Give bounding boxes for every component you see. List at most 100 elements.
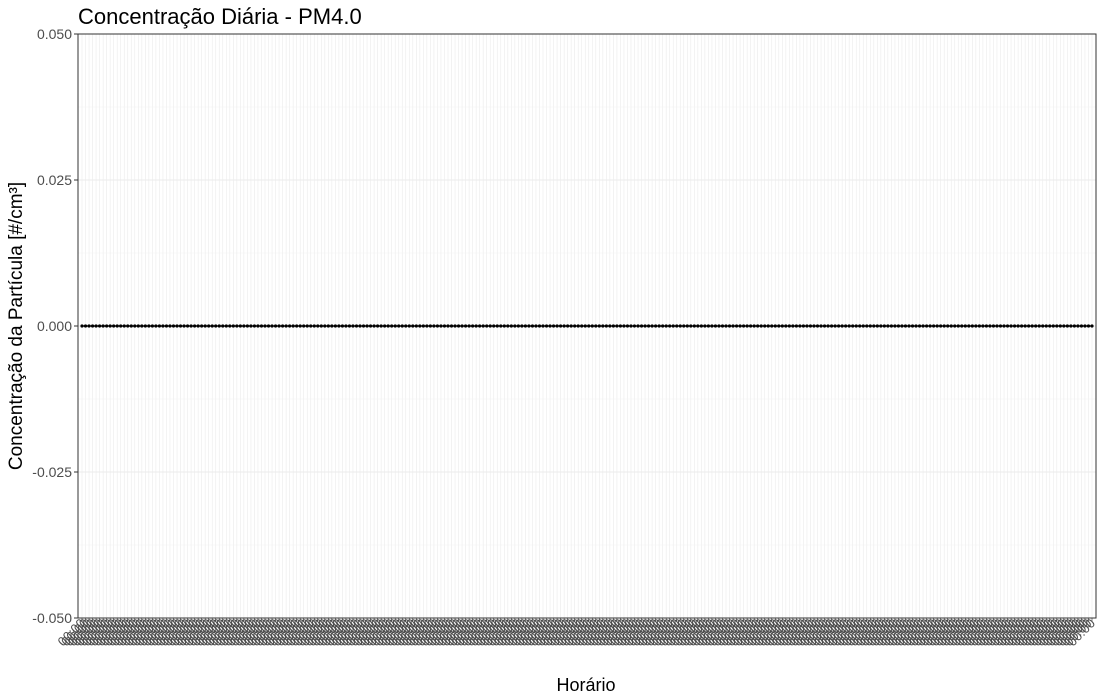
data-point: [126, 324, 130, 328]
data-point: [970, 324, 974, 328]
y-tick-label: 0.025: [37, 172, 72, 188]
data-point: [773, 324, 777, 328]
data-point: [576, 324, 580, 328]
data-point: [967, 324, 971, 328]
data-point: [837, 324, 841, 328]
data-point: [544, 324, 549, 328]
data-point: [435, 324, 440, 328]
data-point: [404, 324, 408, 328]
data-point: [1058, 324, 1062, 328]
data-point: [523, 324, 528, 328]
data-point: [256, 324, 260, 328]
data-point: [784, 324, 788, 328]
data-point: [224, 324, 228, 328]
data-point: [400, 324, 404, 328]
data-point: [650, 324, 654, 328]
data-point: [643, 324, 647, 328]
data-point: [1002, 324, 1006, 328]
data-point: [284, 324, 288, 328]
data-point: [527, 324, 531, 328]
data-point: [805, 324, 809, 328]
data-point: [288, 324, 292, 328]
data-point: [608, 324, 612, 328]
data-point: [83, 324, 88, 328]
y-tick-label: -0.050: [32, 610, 72, 626]
data-point: [129, 324, 133, 328]
data-point: [270, 324, 274, 328]
data-point: [685, 324, 689, 328]
data-point: [689, 324, 693, 328]
data-point: [1023, 324, 1027, 328]
data-point: [763, 324, 767, 328]
data-point: [932, 324, 936, 328]
data-point: [245, 324, 250, 328]
data-point: [900, 324, 904, 328]
data-point: [710, 324, 714, 328]
data-point: [794, 324, 798, 328]
data-point: [112, 324, 116, 328]
data-point: [865, 324, 869, 328]
data-point: [580, 324, 584, 328]
data-point: [548, 324, 552, 328]
data-point: [520, 324, 524, 328]
data-point: [910, 324, 915, 328]
data-point: [703, 324, 707, 328]
data-point: [432, 324, 436, 328]
data-point: [425, 324, 429, 328]
data-point: [759, 324, 763, 328]
data-point: [530, 324, 535, 328]
data-point: [1030, 324, 1034, 328]
data-point: [485, 324, 489, 328]
data-point: [1012, 324, 1017, 328]
data-point: [354, 324, 359, 328]
data-point: [330, 324, 334, 328]
data-point: [587, 324, 591, 328]
data-point: [185, 324, 190, 328]
data-point: [326, 324, 330, 328]
data-point: [998, 324, 1003, 328]
data-point: [668, 324, 672, 328]
data-point: [812, 324, 816, 328]
data-point: [122, 324, 126, 328]
data-point: [108, 324, 112, 328]
data-point: [200, 324, 204, 328]
data-point: [597, 324, 601, 328]
data-point: [312, 324, 316, 328]
data-point: [988, 324, 992, 328]
data-point: [724, 324, 728, 328]
data-point: [534, 324, 538, 328]
data-point: [439, 324, 443, 328]
data-point: [717, 324, 721, 328]
data-point: [734, 324, 739, 328]
data-point: [657, 324, 661, 328]
data-point: [692, 324, 696, 328]
data-point: [87, 324, 91, 328]
data-point: [1005, 324, 1010, 328]
data-point: [555, 324, 559, 328]
data-point: [896, 324, 901, 328]
data-point: [150, 324, 154, 328]
data-point: [119, 324, 123, 328]
data-point: [421, 324, 425, 328]
data-point: [963, 324, 967, 328]
data-point: [829, 324, 834, 328]
data-point: [502, 324, 506, 328]
data-point: [974, 324, 978, 328]
data-point: [632, 324, 637, 328]
data-point: [340, 324, 345, 328]
data-point: [844, 324, 848, 328]
data-point: [847, 324, 851, 328]
data-point: [140, 324, 144, 328]
data-point: [1090, 324, 1094, 328]
data-point: [984, 324, 989, 328]
data-point: [442, 324, 447, 328]
data-point: [854, 324, 858, 328]
data-point: [636, 324, 640, 328]
data-point: [822, 324, 827, 328]
data-point: [991, 324, 996, 328]
data-point: [467, 324, 471, 328]
data-point: [217, 324, 221, 328]
data-point: [879, 324, 883, 328]
data-point: [344, 324, 348, 328]
data-point: [1076, 324, 1080, 328]
